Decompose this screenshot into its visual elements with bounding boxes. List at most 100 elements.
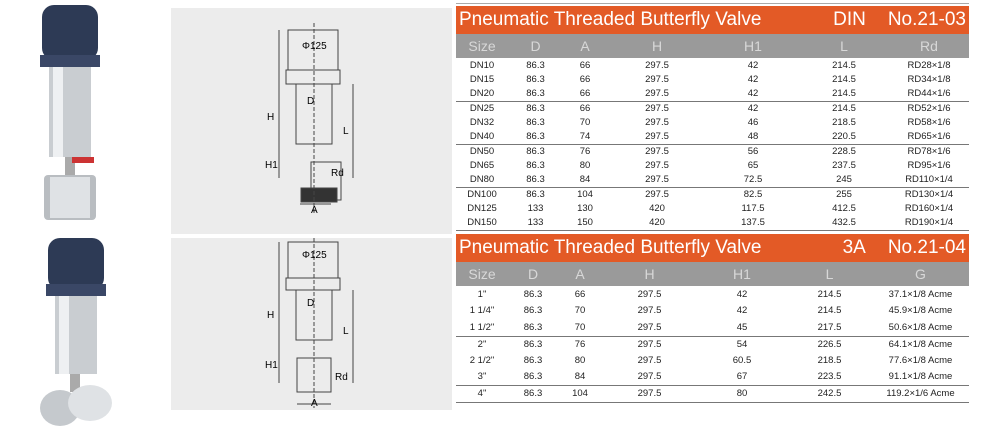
- table-cell: 91.1×1/8 Acme: [888, 371, 953, 383]
- table-header: Size D A H H1 L G: [456, 262, 969, 286]
- table-cell: 297.5: [645, 73, 669, 85]
- table-cell: RD52×1/6: [907, 103, 951, 115]
- h-label: H: [267, 112, 275, 123]
- table-cell: 86.3: [523, 321, 543, 333]
- table-row: 1 1/4" 86.3 70 297.5 42 214.5 45.9×1/8 Acme: [456, 303, 969, 320]
- column-header: Rd: [920, 38, 938, 54]
- column-header: H1: [733, 266, 751, 282]
- table-cell: 86.3: [526, 159, 545, 171]
- l-label: L: [343, 126, 349, 137]
- table-cell: 214.5: [832, 59, 856, 71]
- table-cell: 45: [736, 321, 748, 333]
- table-cell: 70: [574, 321, 586, 333]
- table-cell: 217.5: [817, 321, 842, 333]
- table-cell: 86.3: [526, 174, 545, 186]
- table-row: 3" 86.3 84 297.5 67 223.5 91.1×1/8 Acme: [456, 369, 969, 386]
- table-cell: 67: [736, 371, 748, 383]
- table-cell: 86.3: [523, 305, 543, 317]
- table-cell: 297.5: [645, 116, 669, 128]
- diameter-label: Φ125: [302, 250, 327, 261]
- table-cell: 66: [579, 88, 591, 100]
- table-cell: 214.5: [832, 103, 856, 115]
- table-standard: 3A: [842, 237, 866, 258]
- table-number: No.21-04: [887, 237, 966, 258]
- table-cell: 84: [579, 174, 591, 186]
- table-cell: 2 1/2": [469, 354, 495, 366]
- a-label: A: [311, 398, 318, 409]
- table-row: DN80 86.3 84 297.5 72.5 245 RD110×1/4: [456, 172, 969, 186]
- table-cell: 74: [579, 131, 591, 143]
- table-cell: 42: [747, 73, 759, 85]
- table-cell: 226.5: [817, 338, 842, 350]
- table-cell: 54: [736, 338, 748, 350]
- table-cell: 1": [477, 288, 487, 300]
- table-cell: 42: [747, 88, 759, 100]
- table-cell: 420: [649, 216, 665, 228]
- table-cell: 76: [579, 145, 591, 157]
- column-header: G: [915, 266, 926, 282]
- table-cell: DN150: [467, 216, 497, 228]
- table-cell: 48: [747, 131, 759, 143]
- table-row: 2 1/2" 86.3 80 297.5 60.5 218.5 77.6×1/8 Acme: [456, 352, 969, 369]
- table-cell: 297.5: [645, 103, 669, 115]
- table-cell: 86.3: [526, 188, 545, 200]
- table-cell: 64.1×1/8 Acme: [888, 338, 953, 350]
- diameter-label: Φ125: [302, 41, 327, 52]
- table-cell: 104: [577, 188, 593, 200]
- table-cell: 42: [736, 288, 748, 300]
- table-cell: 86.3: [526, 145, 545, 157]
- table-number: No.21-03: [887, 9, 966, 30]
- table-cell: 37.1×1/8 Acme: [888, 288, 953, 300]
- table-cell: 42: [736, 305, 748, 317]
- table-row: DN10 86.3 66 297.5 42 214.5 RD28×1/8: [456, 58, 969, 72]
- table-cell: 86.3: [526, 116, 545, 128]
- table-cell: 80: [736, 388, 748, 400]
- table-cell: DN20: [469, 88, 495, 100]
- table-cell: 65: [747, 159, 759, 171]
- column-header: D: [527, 266, 539, 282]
- table-cell: 72.5: [743, 174, 763, 186]
- table-cell: 117.5: [741, 202, 765, 214]
- table-cell: 150: [577, 216, 593, 228]
- table-cell: 66: [579, 73, 591, 85]
- table-cell: 218.5: [817, 354, 842, 366]
- table-cell: 1 1/2": [469, 321, 495, 333]
- table-cell: 214.5: [817, 288, 842, 300]
- valve-photo-3a: [40, 238, 112, 426]
- table-cell: 76: [574, 338, 586, 350]
- table-cell: 82.5: [743, 188, 763, 200]
- table-cell: 214.5: [817, 305, 842, 317]
- table-cell: RD58×1/6: [907, 116, 951, 128]
- table-cell: 66: [579, 103, 591, 115]
- table-cell: 3": [477, 371, 487, 383]
- h1-label: H1: [265, 160, 278, 171]
- table-cell: RD95×1/6: [907, 159, 951, 171]
- column-header: H: [644, 266, 655, 282]
- table-cell: 66: [579, 59, 591, 71]
- table-cell: 45.9×1/8 Acme: [888, 305, 953, 317]
- table-cell: RD28×1/8: [907, 59, 951, 71]
- table-body: 1" 86.3 66 297.5 42 214.5 37.1×1/8 Acme 1 1/4" 8…: [456, 286, 969, 403]
- table-cell: 70: [579, 116, 591, 128]
- column-header: Size: [468, 266, 496, 282]
- table-cell: RD190×1/4: [904, 216, 954, 228]
- table-cell: 80: [574, 354, 586, 366]
- table-cell: 297.5: [637, 388, 662, 400]
- table-cell: RD110×1/4: [905, 174, 953, 186]
- table-cell: 77.6×1/8 Acme: [888, 354, 953, 366]
- valve-photo-din: [40, 5, 100, 220]
- table-cell: 86.3: [526, 73, 545, 85]
- table-cell: 56: [747, 145, 759, 157]
- table-cell: 237.5: [832, 159, 856, 171]
- table-cell: 86.3: [526, 103, 545, 115]
- table-cell: 133: [527, 216, 544, 228]
- a-label: A: [311, 205, 318, 216]
- table-cell: RD130×1/4: [904, 188, 954, 200]
- table-cell: 297.5: [645, 188, 669, 200]
- rd-label: Rd: [331, 168, 344, 179]
- table-cell: 46: [747, 116, 759, 128]
- table-cell: DN80: [469, 174, 495, 186]
- table-cell: DN40: [469, 131, 495, 143]
- table-cell: 297.5: [645, 145, 669, 157]
- table-cell: 50.6×1/8 Acme: [888, 321, 953, 333]
